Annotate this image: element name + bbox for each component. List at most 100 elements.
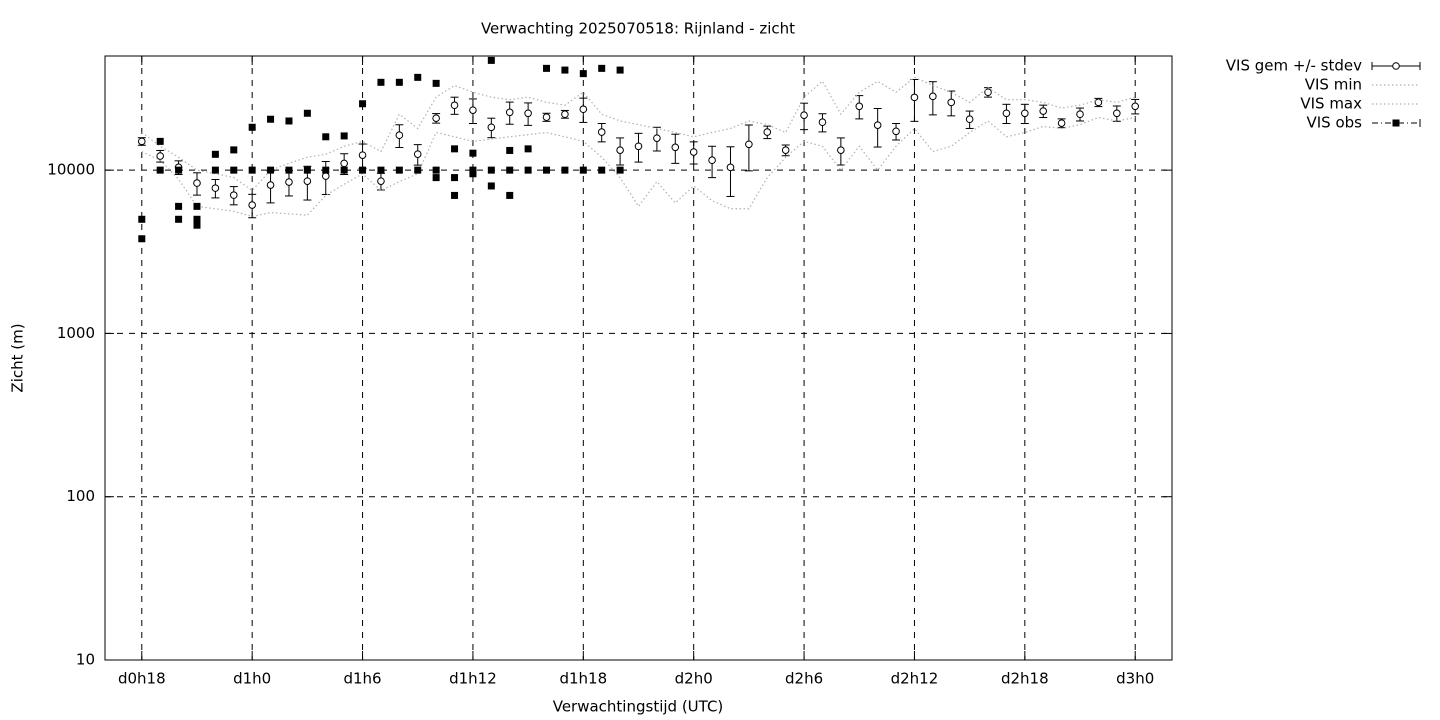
obs-point bbox=[524, 166, 532, 174]
mean-point bbox=[579, 105, 588, 114]
plot-border bbox=[104, 55, 1173, 661]
obs-point bbox=[543, 166, 551, 174]
legend-label: VIS obs bbox=[1307, 114, 1363, 132]
mean-point bbox=[855, 102, 864, 111]
mean-point bbox=[193, 179, 201, 187]
mean-point bbox=[1113, 109, 1121, 118]
x-tick-label: d0h18 bbox=[118, 670, 166, 688]
obs-point bbox=[175, 215, 183, 223]
obs-point bbox=[395, 78, 403, 86]
obs-point bbox=[414, 73, 422, 81]
obs-point bbox=[193, 215, 201, 223]
obs-point bbox=[377, 166, 385, 174]
mean-point bbox=[671, 143, 680, 152]
series-errorbar bbox=[137, 78, 1140, 219]
mean-point bbox=[505, 108, 514, 117]
obs-point bbox=[506, 146, 514, 154]
mean-point bbox=[266, 181, 275, 189]
obs-point bbox=[138, 235, 146, 243]
legend-swatch bbox=[1392, 119, 1400, 127]
obs-point bbox=[193, 221, 201, 229]
mean-point bbox=[1094, 98, 1103, 107]
mean-point bbox=[947, 98, 956, 107]
obs-point bbox=[414, 166, 422, 174]
obs-point bbox=[211, 150, 219, 158]
obs-point bbox=[487, 182, 495, 190]
obs-point bbox=[469, 166, 477, 174]
x-axis-label: Verwachtingstijd (UTC) bbox=[553, 698, 724, 716]
mean-point bbox=[1131, 102, 1140, 111]
obs-point bbox=[395, 166, 403, 174]
mean-point bbox=[800, 111, 808, 119]
obs-point bbox=[267, 115, 275, 123]
mean-point bbox=[984, 88, 992, 97]
mean-point bbox=[303, 177, 312, 185]
mean-point bbox=[358, 151, 367, 159]
mean-point bbox=[616, 146, 624, 154]
obs-point bbox=[267, 166, 275, 174]
mean-point bbox=[432, 114, 440, 122]
mean-point bbox=[395, 131, 404, 140]
obs-point bbox=[616, 166, 624, 174]
mean-point bbox=[561, 110, 569, 119]
mean-point bbox=[837, 146, 845, 154]
obs-point bbox=[451, 174, 459, 182]
mean-point bbox=[248, 201, 256, 209]
y-tick-label: 10 bbox=[76, 651, 95, 669]
obs-point bbox=[561, 66, 569, 74]
legend-label: VIS max bbox=[1300, 95, 1362, 113]
x-tick-label: d1h12 bbox=[449, 670, 497, 688]
mean-point bbox=[653, 134, 661, 142]
obs-point bbox=[432, 174, 440, 182]
mean-point bbox=[156, 152, 164, 160]
obs-point bbox=[340, 132, 348, 140]
legend-swatch bbox=[1392, 62, 1400, 70]
obs-point bbox=[598, 64, 606, 72]
range-line bbox=[141, 76, 1136, 192]
obs-point bbox=[175, 202, 183, 210]
obs-point bbox=[248, 166, 256, 174]
mean-point bbox=[377, 177, 385, 185]
mean-point bbox=[1057, 119, 1066, 127]
obs-point bbox=[579, 70, 587, 78]
mean-point bbox=[929, 92, 937, 101]
obs-point bbox=[138, 215, 146, 223]
y-tick-label: 100 bbox=[66, 487, 95, 505]
x-tick-label: d1h18 bbox=[559, 670, 607, 688]
mean-point bbox=[542, 113, 551, 121]
obs-point bbox=[211, 166, 219, 174]
obs-point bbox=[303, 166, 311, 174]
mean-point bbox=[137, 137, 146, 146]
obs-point bbox=[156, 166, 164, 174]
x-tick-label: d3h0 bbox=[1116, 670, 1154, 688]
obs-point bbox=[524, 145, 532, 153]
mean-point bbox=[689, 148, 698, 156]
mean-point bbox=[892, 127, 900, 136]
mean-point bbox=[745, 140, 753, 149]
obs-point bbox=[193, 202, 201, 210]
obs-point bbox=[487, 166, 495, 174]
legend-item: VIS min bbox=[1305, 76, 1420, 94]
mean-point bbox=[965, 115, 974, 124]
obs-point bbox=[340, 166, 348, 174]
legend-item: VIS gem +/- stdev bbox=[1226, 57, 1421, 75]
obs-point bbox=[487, 56, 495, 64]
obs-point bbox=[616, 66, 624, 74]
mean-point bbox=[469, 106, 477, 114]
x-tick-label: d1h6 bbox=[343, 670, 381, 688]
mean-point bbox=[285, 178, 293, 186]
obs-point bbox=[506, 191, 514, 199]
mean-point bbox=[229, 191, 238, 199]
x-tick-label: d1h0 bbox=[233, 670, 271, 688]
obs-point bbox=[248, 123, 256, 131]
obs-point bbox=[469, 149, 477, 157]
error-bar bbox=[726, 146, 735, 197]
mean-point bbox=[487, 123, 496, 132]
legend-label: VIS gem +/- stdev bbox=[1226, 57, 1362, 75]
obs-point bbox=[451, 191, 459, 199]
obs-point bbox=[598, 166, 606, 174]
mean-point bbox=[708, 156, 716, 165]
obs-point bbox=[230, 166, 238, 174]
